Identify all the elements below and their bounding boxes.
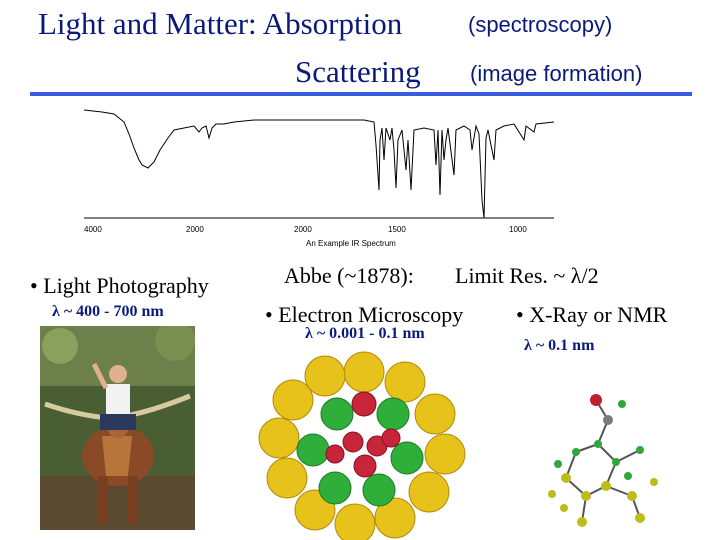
bullet-xray-nmr: • X-Ray or NMR	[516, 302, 668, 327]
lambda-xray-nmr: λ ~ 0.1 nm	[524, 337, 595, 354]
ir-spectrum-trace	[84, 109, 554, 219]
title-rule	[30, 92, 692, 96]
bullet-light-photography: • Light Photography	[30, 273, 209, 298]
ir-spectrum-ticks: 4000 2000 2000 1500 1000	[84, 225, 527, 234]
ir-tick-label: 4000	[84, 225, 102, 234]
title-line2: Scattering	[295, 54, 421, 89]
lambda-light-photography: λ ~ 400 - 700 nm	[52, 303, 164, 320]
title-line1: Light and Matter: Absorption	[38, 6, 403, 41]
abbe-limit: Limit Res. ~ λ/2	[455, 263, 599, 288]
ir-spectrum-caption: An Example IR Spectrum	[306, 239, 396, 248]
title-line1-note: (spectroscopy)	[468, 12, 613, 37]
ir-tick-label: 2000	[186, 225, 204, 234]
em-protein-image	[258, 351, 466, 540]
ir-tick-label: 1500	[388, 225, 406, 234]
title-line2-note: (image formation)	[470, 61, 643, 86]
xray-molecule-image	[548, 394, 658, 527]
longhorn-photo	[40, 326, 195, 530]
ir-tick-label: 2000	[294, 225, 312, 234]
abbe-label: Abbe (~1878):	[284, 263, 414, 288]
lambda-electron-microscopy: λ ~ 0.001 - 0.1 nm	[305, 325, 425, 342]
bullet-electron-microscopy: • Electron Microscopy	[265, 302, 464, 327]
ir-tick-label: 1000	[509, 225, 527, 234]
ir-spectrum-image: 4000 2000 2000 1500 1000 An Example IR S…	[84, 109, 554, 248]
